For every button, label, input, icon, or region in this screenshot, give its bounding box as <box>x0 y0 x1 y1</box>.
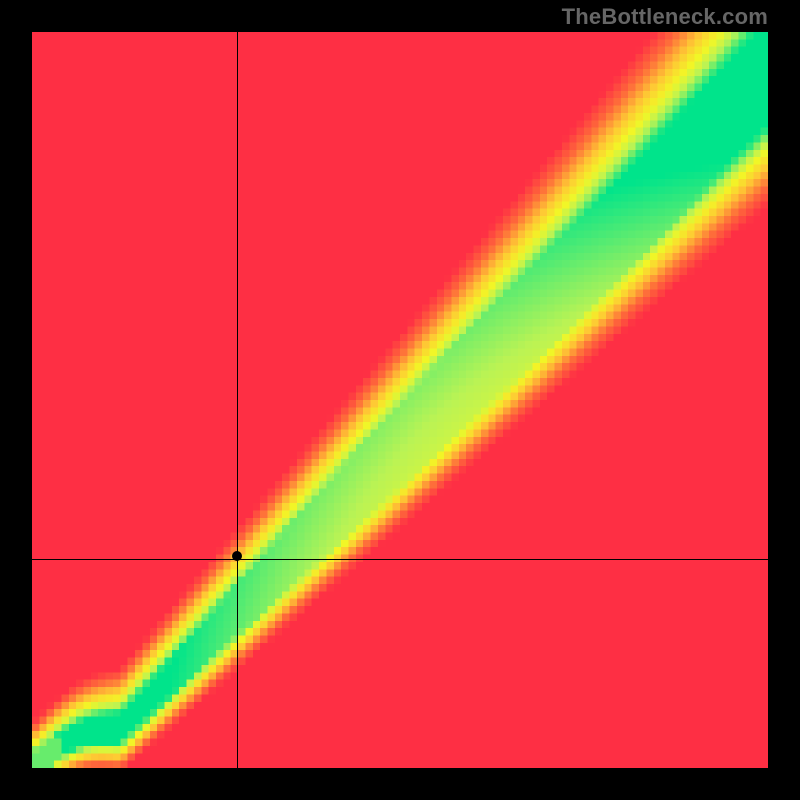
selection-marker <box>232 551 242 561</box>
watermark-label: TheBottleneck.com <box>562 4 768 30</box>
crosshair-horizontal <box>32 559 768 560</box>
bottleneck-heatmap <box>32 32 768 768</box>
chart-frame: TheBottleneck.com <box>0 0 800 800</box>
crosshair-vertical <box>237 32 238 768</box>
